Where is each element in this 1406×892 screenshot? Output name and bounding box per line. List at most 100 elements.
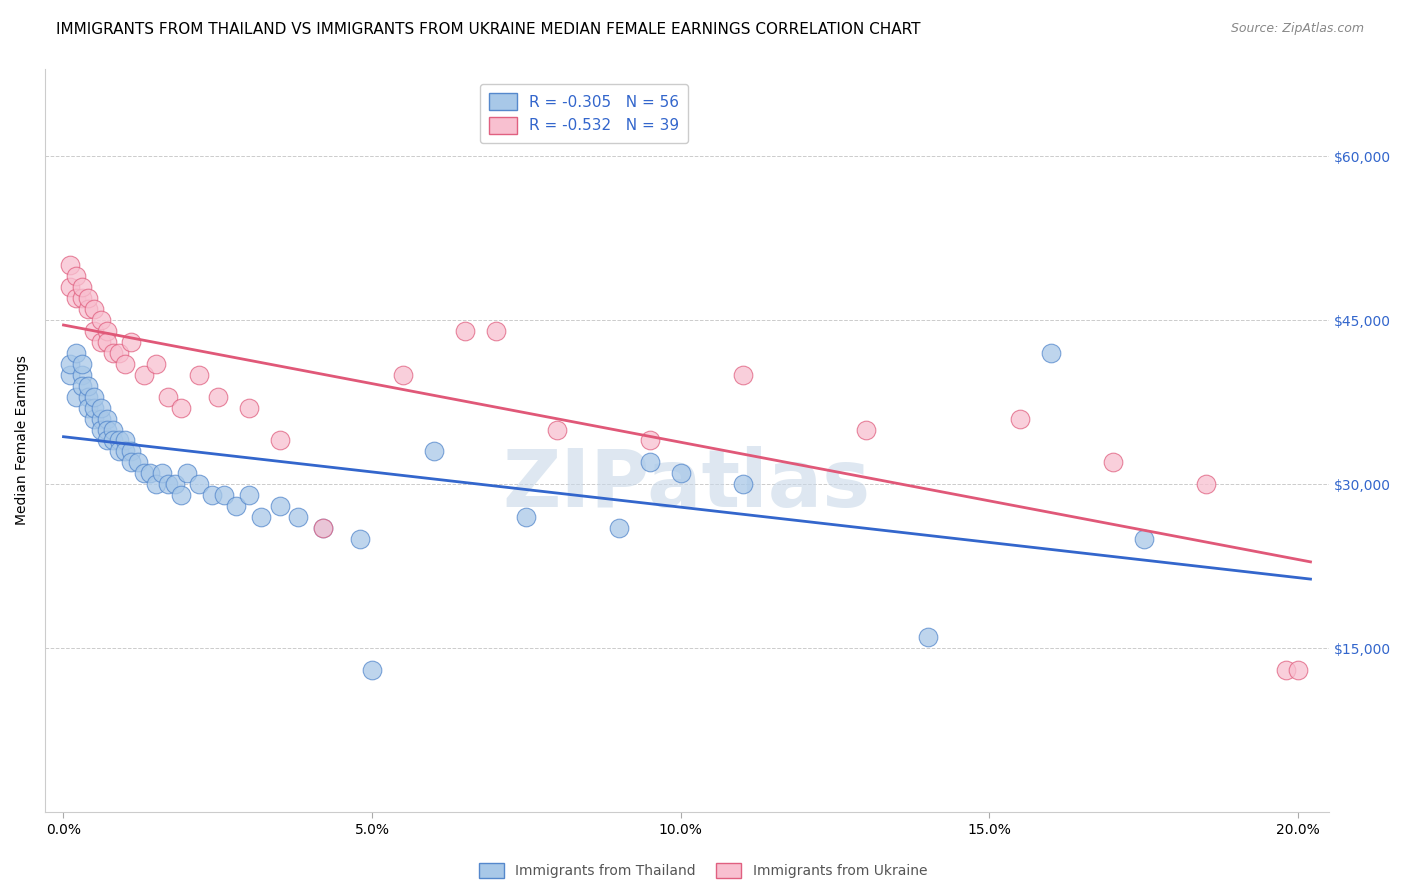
Point [65, 390, 87, 404]
Point [132, 467, 155, 481]
Point [1286, 663, 1309, 677]
Point [108, 444, 131, 458]
Point [90, 401, 112, 415]
Point [917, 631, 939, 645]
Point [59, 357, 82, 371]
Point [250, 510, 273, 524]
Point [77, 390, 100, 404]
Point [90, 334, 112, 349]
Point [515, 510, 537, 524]
Point [114, 357, 136, 371]
Point [59, 368, 82, 382]
Point [83, 411, 105, 425]
Point [669, 467, 692, 481]
Point [361, 663, 384, 677]
Point [96, 334, 118, 349]
Point [150, 467, 173, 481]
Point [70, 357, 93, 371]
Point [1040, 346, 1063, 360]
Point [349, 532, 371, 546]
Point [269, 499, 291, 513]
Text: ZIPatlas: ZIPatlas [503, 446, 872, 524]
Point [188, 368, 211, 382]
Point [83, 401, 105, 415]
Point [638, 434, 661, 448]
Point [312, 521, 335, 535]
Point [83, 302, 105, 317]
Point [108, 346, 131, 360]
Point [855, 423, 877, 437]
Y-axis label: Median Female Earnings: Median Female Earnings [15, 356, 30, 525]
Point [546, 423, 568, 437]
Point [170, 401, 193, 415]
Point [70, 291, 93, 305]
Point [145, 477, 167, 491]
Point [90, 313, 112, 327]
Point [90, 423, 112, 437]
Point [96, 423, 118, 437]
Text: Source: ZipAtlas.com: Source: ZipAtlas.com [1230, 22, 1364, 36]
Point [638, 455, 661, 469]
Point [59, 280, 82, 294]
Point [163, 477, 186, 491]
Point [201, 488, 224, 502]
Point [392, 368, 415, 382]
Point [83, 324, 105, 338]
Point [423, 444, 446, 458]
Point [157, 390, 180, 404]
Point [269, 434, 291, 448]
Point [90, 411, 112, 425]
Point [607, 521, 630, 535]
Point [485, 324, 508, 338]
Point [454, 324, 477, 338]
Point [127, 455, 149, 469]
Point [731, 477, 754, 491]
Point [96, 324, 118, 338]
Point [96, 434, 118, 448]
Point [65, 346, 87, 360]
Point [77, 302, 100, 317]
Point [101, 423, 124, 437]
Point [120, 444, 142, 458]
Point [96, 411, 118, 425]
Point [188, 477, 211, 491]
Point [77, 378, 100, 392]
Text: IMMIGRANTS FROM THAILAND VS IMMIGRANTS FROM UKRAINE MEDIAN FEMALE EARNINGS CORRE: IMMIGRANTS FROM THAILAND VS IMMIGRANTS F… [56, 22, 921, 37]
Point [238, 488, 260, 502]
Point [212, 488, 235, 502]
Point [176, 467, 198, 481]
Point [114, 434, 136, 448]
Point [1102, 455, 1125, 469]
Point [77, 291, 100, 305]
Point [238, 401, 260, 415]
Point [139, 467, 162, 481]
Legend: Immigrants from Thailand, Immigrants from Ukraine: Immigrants from Thailand, Immigrants fro… [472, 856, 934, 885]
Point [207, 390, 229, 404]
Legend: R = -0.305   N = 56, R = -0.532   N = 39: R = -0.305 N = 56, R = -0.532 N = 39 [481, 84, 689, 144]
Point [83, 390, 105, 404]
Point [731, 368, 754, 382]
Point [312, 521, 335, 535]
Point [108, 434, 131, 448]
Point [1133, 532, 1156, 546]
Point [77, 401, 100, 415]
Point [1194, 477, 1216, 491]
Point [65, 269, 87, 284]
Point [114, 444, 136, 458]
Point [65, 291, 87, 305]
Point [120, 334, 142, 349]
Point [157, 477, 180, 491]
Point [70, 368, 93, 382]
Point [1010, 411, 1032, 425]
Point [1275, 663, 1298, 677]
Point [287, 510, 309, 524]
Point [70, 378, 93, 392]
Point [225, 499, 247, 513]
Point [101, 346, 124, 360]
Point [132, 368, 155, 382]
Point [101, 434, 124, 448]
Point [120, 455, 142, 469]
Point [70, 280, 93, 294]
Point [59, 259, 82, 273]
Point [145, 357, 167, 371]
